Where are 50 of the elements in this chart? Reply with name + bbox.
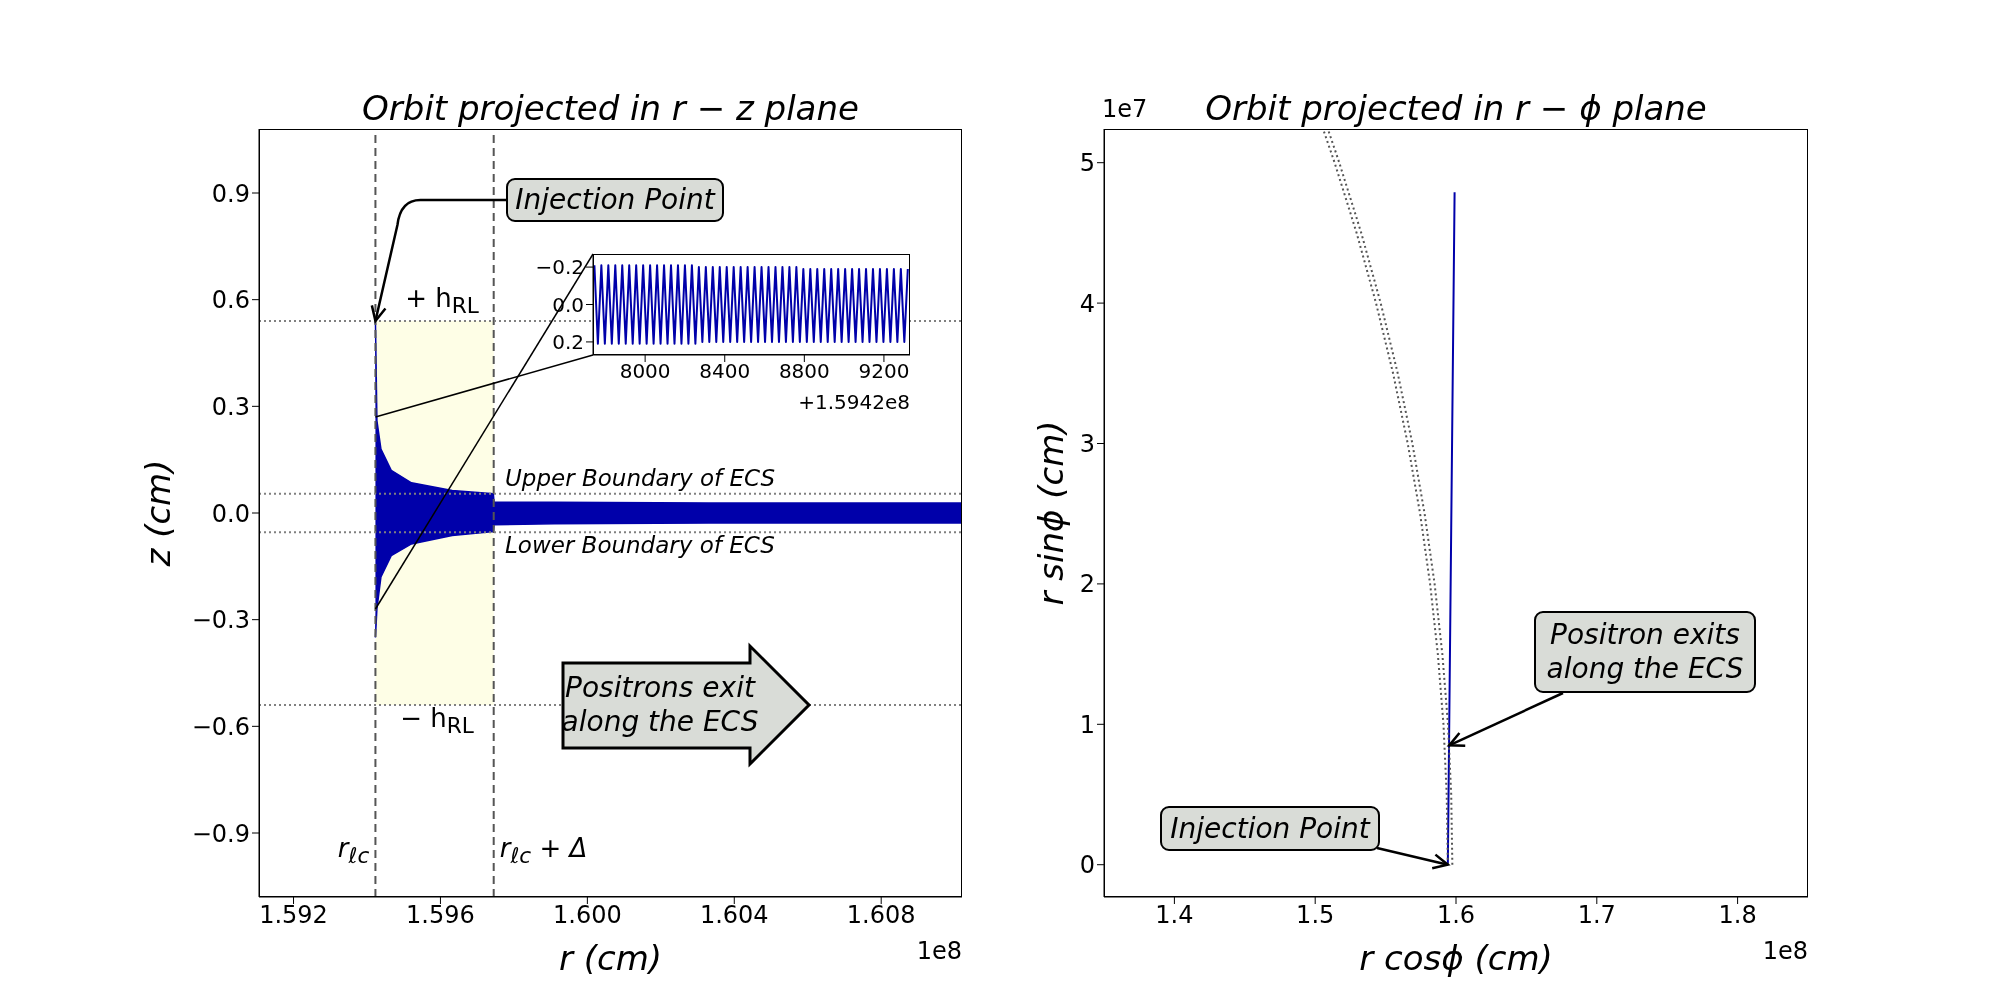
x-tick-label: 1.592	[259, 901, 328, 930]
text: 1e8	[1762, 936, 1808, 966]
x-tick-label: 1.7	[1577, 901, 1616, 930]
x-tick-label: 1.608	[846, 901, 916, 930]
y-tick-label: 2	[1079, 570, 1095, 599]
y-tick-label: 1	[1079, 710, 1095, 739]
text: 1e8	[916, 936, 962, 966]
x-tick-label: 1.5	[1296, 901, 1335, 930]
x-tick-label: 8800	[778, 359, 830, 384]
x-tick-label: 1.8	[1718, 901, 1757, 930]
y-tick-label: −0.9	[191, 819, 250, 848]
ref-line-label: r$_{ℓc}$ + Δ	[499, 832, 588, 870]
chart-title: Orbit projected in r − ϕ plane	[1205, 87, 1707, 129]
ref-line-label: Lower Boundary of ECS	[505, 532, 775, 560]
y-tick-label: −0.3	[191, 606, 250, 635]
y-axis-title: z (cm)	[138, 459, 178, 567]
y-tick-label: −0.6	[191, 712, 250, 741]
annotation: Positron exits along the ECS	[1534, 611, 1756, 693]
y-tick-label: 4	[1079, 289, 1095, 318]
line-series	[593, 264, 909, 345]
x-tick-label: 1.604	[699, 901, 769, 930]
x-tick-label: 8400	[699, 359, 751, 384]
text: 1e7	[1102, 94, 1148, 124]
x-tick-label: 1.6	[1436, 901, 1476, 930]
annotation: Positrons exit along the ECS	[560, 671, 760, 739]
ref-line-label: + h$_{RL}$	[405, 282, 479, 320]
x-tick-label: 1.4	[1155, 901, 1194, 930]
x-tick-label: 1.600	[553, 901, 622, 930]
x-tick-label: 8000	[619, 359, 671, 384]
x-axis-title: r cosϕ (cm)	[1359, 937, 1553, 979]
y-tick-label: −0.2	[535, 255, 584, 280]
y-tick-label: 0.6	[211, 286, 250, 315]
x-axis-title: r (cm)	[558, 937, 663, 979]
annotation: +1.5942e8	[798, 390, 910, 414]
annotation: Injection Point	[1160, 806, 1380, 851]
ref-line-label: − h$_{RL}$	[400, 702, 474, 740]
x-tick-label: 9200	[858, 359, 910, 384]
y-tick-label: 0	[1079, 851, 1095, 880]
chart-title: Orbit projected in r − z plane	[362, 87, 859, 129]
y-tick-label: 0.3	[211, 392, 250, 421]
y-tick-label: 5	[1079, 149, 1095, 178]
y-tick-label: 0.9	[211, 179, 250, 208]
ref-line-label: Upper Boundary of ECS	[505, 465, 776, 493]
x-tick-label: 1.596	[406, 901, 475, 930]
y-axis-title: r sinϕ (cm)	[1031, 420, 1071, 606]
annotation: Injection Point	[506, 178, 724, 222]
y-tick-label: 0.2	[552, 330, 584, 355]
ref-line-label: r$_{ℓc}$	[337, 832, 370, 870]
y-tick-label: 0.0	[211, 499, 250, 528]
y-tick-label: 3	[1079, 430, 1095, 459]
